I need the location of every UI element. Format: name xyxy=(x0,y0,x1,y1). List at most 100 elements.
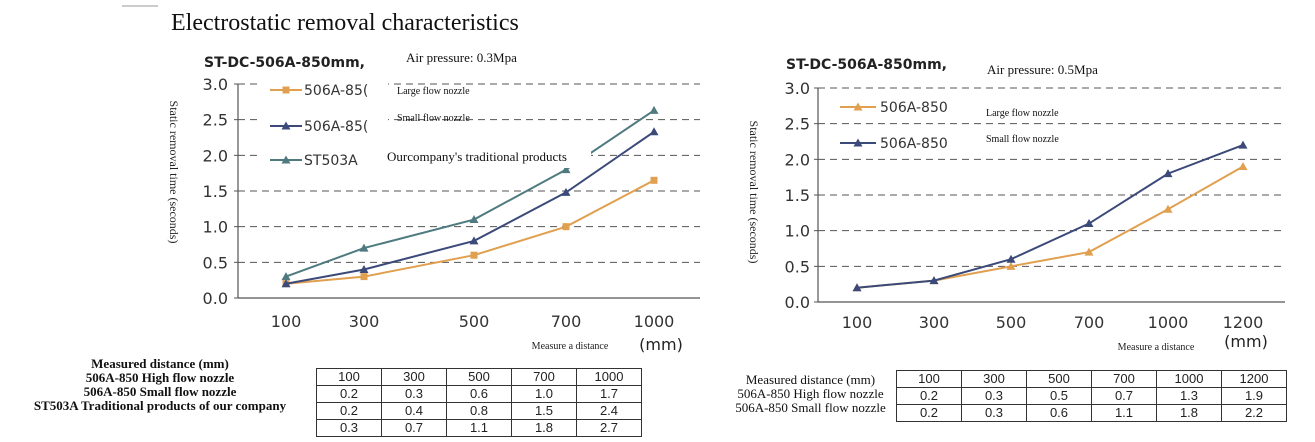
x-tick-label: 700 xyxy=(1074,313,1105,332)
x-tick-label: 1000 xyxy=(634,312,675,331)
y-tick-label: 3.0 xyxy=(785,79,810,98)
data-table-right: 100 300 500 700 1000 1200 0.2 0.3 0.5 0.7 1.3 1.9 0.… xyxy=(896,370,1287,422)
triangle-marker xyxy=(561,165,571,174)
y-tick-label: 1.5 xyxy=(785,186,810,205)
row-label: Measured distance (mm) xyxy=(91,356,229,371)
triangle-marker xyxy=(281,121,291,130)
triangle-marker xyxy=(281,272,291,281)
table-cell: 1.8 xyxy=(1156,404,1222,422)
x-tick-label: 300 xyxy=(349,312,380,331)
table-cell: 500 xyxy=(446,368,512,386)
legend-note-traditional: Ourcompany's traditional products xyxy=(387,149,567,164)
table-row: 0.2 0.3 0.6 1.0 1.7 xyxy=(316,385,642,403)
table-left-row-labels: Measured distance (mm) 506A-850 High flo… xyxy=(10,357,310,413)
triangle-marker xyxy=(1238,140,1248,149)
page-title: Electrostatic removal characteristics xyxy=(171,10,519,36)
triangle-marker xyxy=(359,264,369,273)
x-axis-label: Measure a distance xyxy=(532,341,609,352)
table-cell: 0.3 xyxy=(381,385,447,403)
table-cell: 500 xyxy=(1026,370,1092,388)
y-tick-label: 0.0 xyxy=(785,293,810,312)
model-label: ST-DC-506A-850mm, xyxy=(204,55,365,71)
table-cell: 0.6 xyxy=(446,385,512,403)
y-tick-label: 2.5 xyxy=(203,111,228,130)
row-label: 506A-850 High flow nozzle xyxy=(737,386,884,401)
triangle-marker xyxy=(469,236,479,245)
air-pressure-label: Air pressure: 0.3Mpa xyxy=(406,50,517,65)
table-cell: 100 xyxy=(896,370,962,388)
triangle-marker xyxy=(561,187,571,196)
square-marker xyxy=(562,223,570,231)
y-tick-label: 2.5 xyxy=(785,115,810,134)
table-cell: 0.8 xyxy=(446,402,512,420)
triangle-marker xyxy=(853,138,863,147)
table-cell: 1.3 xyxy=(1156,387,1222,405)
table-cell: 300 xyxy=(961,370,1027,388)
series-line xyxy=(856,165,1244,289)
table-cell: 100 xyxy=(316,368,382,386)
table-cell: 1.5 xyxy=(511,402,577,420)
table-cell: 0.5 xyxy=(1026,387,1092,405)
y-tick-label: 0.5 xyxy=(785,257,810,276)
table-cell: 0.2 xyxy=(316,385,382,403)
table-cell: 1.9 xyxy=(1221,387,1287,405)
legend-note: Large flow nozzle xyxy=(397,86,470,97)
y-axis-label: Static removal time (seconds) xyxy=(167,101,181,244)
y-tick-label: 0.0 xyxy=(203,289,228,308)
triangle-marker xyxy=(929,276,939,285)
y-tick-label: 1.0 xyxy=(785,222,810,241)
legend-note: Small flow nozzle xyxy=(986,134,1059,145)
square-marker xyxy=(360,273,368,281)
table-cell: 0.2 xyxy=(896,387,962,405)
table-row: 100 300 500 700 1000 xyxy=(316,368,642,386)
table-cell: 0.6 xyxy=(1026,404,1092,422)
x-tick-label: 300 xyxy=(919,313,950,332)
table-cell: 1.1 xyxy=(1091,404,1157,422)
table-cell: 0.2 xyxy=(896,404,962,422)
table-row: 0.2 0.3 0.5 0.7 1.3 1.9 xyxy=(896,387,1287,405)
model-label: ST-DC-506A-850mm, xyxy=(786,57,947,73)
table-cell: 1.8 xyxy=(511,419,577,437)
y-tick-label: 2.0 xyxy=(785,150,810,169)
table-cell: 2.2 xyxy=(1221,404,1287,422)
x-tick-label: 500 xyxy=(996,313,1027,332)
legend-label: 506A-850 xyxy=(880,100,948,116)
table-row: 0.3 0.7 1.1 1.8 2.7 xyxy=(316,419,642,437)
table-cell: 0.4 xyxy=(381,402,447,420)
row-label: Measured distance (mm) xyxy=(745,372,876,387)
triangle-marker xyxy=(1084,247,1094,256)
y-tick-label: 0.5 xyxy=(203,253,228,272)
series-line xyxy=(285,179,655,285)
legend-label: ST503A xyxy=(304,153,358,169)
table-cell: 0.7 xyxy=(1091,387,1157,405)
table-row: 0.2 0.3 0.6 1.1 1.8 2.2 xyxy=(896,404,1287,422)
table-cell: 1000 xyxy=(576,368,642,386)
row-label: 506A-850 Small flow nozzle xyxy=(735,400,886,415)
y-tick-label: 2.0 xyxy=(203,146,228,165)
table-cell: 700 xyxy=(511,368,577,386)
x-unit-label: (mm) xyxy=(639,335,683,354)
x-tick-label: 1000 xyxy=(1148,313,1189,332)
legend-label: 506A-850 xyxy=(880,136,948,152)
triangle-marker xyxy=(281,155,291,164)
triangle-marker xyxy=(649,105,659,114)
table-cell: 2.7 xyxy=(576,419,642,437)
chart-right: ST-DC-506A-850mm, Air pressure: 0.5Mpa S… xyxy=(747,57,1285,353)
table-cell: 0.3 xyxy=(961,387,1027,405)
triangle-marker xyxy=(1084,219,1094,228)
table-row: 0.2 0.4 0.8 1.5 2.4 xyxy=(316,402,642,420)
row-label: 506A-850 Small flow nozzle xyxy=(83,384,237,399)
x-tick-label: 1200 xyxy=(1223,313,1264,332)
table-cell: 1.7 xyxy=(576,385,642,403)
table-cell: 0.7 xyxy=(381,419,447,437)
table-cell: 1000 xyxy=(1156,370,1222,388)
legend-label: 506A-85( xyxy=(304,83,368,99)
triangle-marker xyxy=(649,127,659,136)
table-cell: 0.3 xyxy=(316,419,382,437)
table-cell: 2.4 xyxy=(576,402,642,420)
table-cell: 0.3 xyxy=(961,404,1027,422)
triangle-marker xyxy=(1238,161,1248,170)
triangle-marker xyxy=(281,279,291,288)
y-tick-label: 3.0 xyxy=(203,75,228,94)
